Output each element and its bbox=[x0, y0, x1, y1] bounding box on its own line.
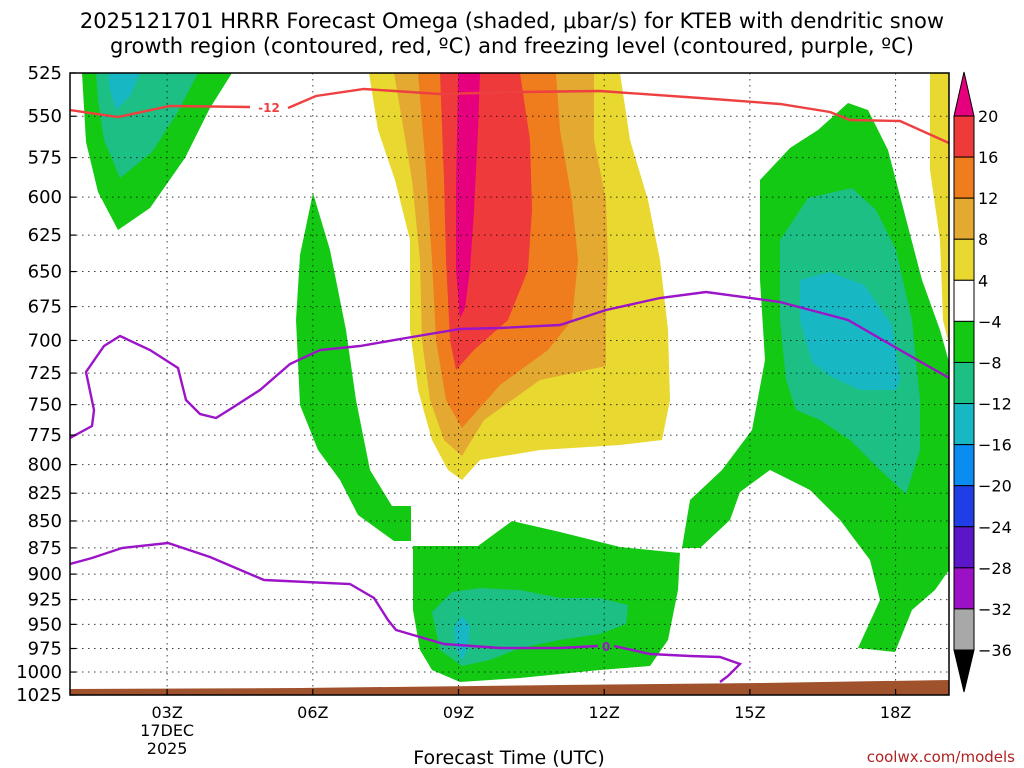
y-tick-label: 650 bbox=[28, 262, 62, 283]
dgz-contour-label: -12 bbox=[258, 101, 280, 115]
colorbar-swatch bbox=[953, 197, 975, 240]
colorbar-label: 16 bbox=[978, 148, 998, 167]
dgz-contour-line bbox=[70, 87, 949, 145]
site-credit: coolwx.com/models bbox=[867, 748, 1015, 766]
plot-frame bbox=[69, 72, 950, 696]
colorbar-swatch bbox=[953, 485, 975, 528]
colorbar-swatch bbox=[953, 526, 975, 569]
y-tick-label: 950 bbox=[28, 614, 62, 635]
colorbar-swatch bbox=[953, 238, 975, 281]
colorbar-swatch bbox=[953, 320, 975, 363]
y-tick-label: 800 bbox=[28, 455, 62, 476]
y-tick-label: 825 bbox=[28, 483, 62, 504]
freezing-contour-upper bbox=[70, 290, 949, 440]
colorbar-label: −20 bbox=[978, 477, 1012, 496]
y-axis: 525 550 575 600 625 650 675 700 725 750 775 800 825 8… bbox=[16, 63, 76, 706]
colorbar-top-arrow bbox=[953, 71, 975, 117]
y-tick-label: 725 bbox=[28, 363, 62, 384]
y-tick-label: 750 bbox=[28, 395, 62, 416]
x-tick-label: 15Z bbox=[734, 703, 765, 722]
y-tick-label: 550 bbox=[28, 106, 62, 127]
colorbar-label: −16 bbox=[978, 436, 1012, 455]
colorbar-swatch bbox=[953, 279, 975, 322]
colorbar-label: −36 bbox=[978, 641, 1012, 660]
y-tick-label: 1000 bbox=[16, 662, 62, 683]
colorbar-bottom-arrow bbox=[953, 649, 975, 693]
omega-region-right-core bbox=[800, 272, 900, 390]
freezing-contour-lower bbox=[70, 541, 743, 683]
colorbar-swatch bbox=[953, 361, 975, 405]
colorbar-label: −8 bbox=[978, 353, 1002, 372]
colorbar-swatch bbox=[953, 608, 975, 651]
x-tick-label: 12Z bbox=[589, 703, 620, 722]
y-tick-label: 875 bbox=[28, 538, 62, 559]
colorbar-label: −24 bbox=[978, 518, 1012, 537]
freezing-contour-label: 0 bbox=[602, 640, 610, 654]
colorbar-label: −4 bbox=[978, 312, 1002, 331]
x-axis-title: Forecast Time (UTC) bbox=[413, 747, 604, 768]
x-tick-label: 06Z bbox=[297, 703, 328, 722]
colorbar-label: −12 bbox=[978, 395, 1012, 414]
colorbar-label: −28 bbox=[978, 559, 1012, 578]
y-tick-label: 600 bbox=[28, 187, 62, 208]
chart-subtitle: growth region (contoured, red, ºC) and f… bbox=[110, 34, 914, 58]
colorbar-swatch bbox=[953, 567, 975, 610]
grid-lines bbox=[70, 73, 949, 695]
x-tick-label: 18Z bbox=[880, 703, 911, 722]
colorbar-swatch bbox=[953, 444, 975, 487]
x-tick-year: 2025 bbox=[147, 739, 188, 758]
terrain-fill bbox=[70, 680, 949, 695]
y-tick-label: 850 bbox=[28, 511, 62, 532]
y-tick-label: 675 bbox=[28, 297, 62, 318]
y-tick-label: 625 bbox=[28, 225, 62, 246]
chart-title: 2025121701 HRRR Forecast Omega (shaded, … bbox=[80, 9, 944, 33]
y-tick-label: 1025 bbox=[16, 685, 62, 706]
y-tick-label: 975 bbox=[28, 639, 62, 660]
colorbar-label: 4 bbox=[978, 271, 988, 290]
omega-region-09z-20 bbox=[456, 73, 480, 318]
colorbar-label: 8 bbox=[978, 230, 988, 249]
x-tick-label: 09Z bbox=[443, 703, 474, 722]
colorbar-swatch bbox=[953, 115, 975, 158]
y-tick-label: 925 bbox=[28, 590, 62, 611]
y-tick-label: 775 bbox=[28, 425, 62, 446]
colorbar-label: 12 bbox=[978, 189, 998, 208]
y-tick-label: 525 bbox=[28, 63, 62, 84]
omega-region-06z-band bbox=[296, 193, 411, 541]
x-tick-date: 17DEC bbox=[140, 721, 194, 740]
colorbar-label: −32 bbox=[978, 600, 1012, 619]
y-tick-label: 575 bbox=[28, 148, 62, 169]
plot-area: -12 0 bbox=[70, 73, 949, 695]
colorbar: 20 16 12 8 4 −4 −8 −12 −16 −20 −24 −28 −32 −36 bbox=[953, 71, 1012, 693]
colorbar-label: 20 bbox=[978, 107, 998, 126]
omega-region-upper-left-core bbox=[108, 73, 140, 110]
y-tick-label: 900 bbox=[28, 564, 62, 585]
colorbar-swatch bbox=[953, 403, 975, 446]
y-tick-label: 700 bbox=[28, 330, 62, 351]
x-tick-label: 03Z bbox=[151, 703, 182, 722]
colorbar-swatch bbox=[953, 156, 975, 199]
